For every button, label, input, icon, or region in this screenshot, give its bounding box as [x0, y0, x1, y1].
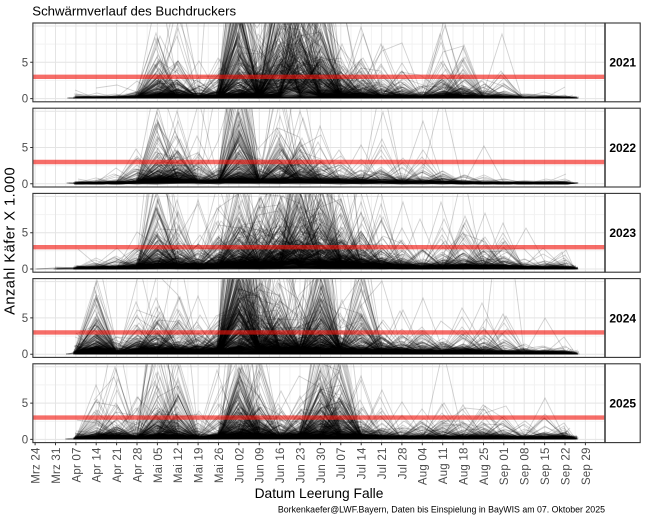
svg-text:Aug 04: Aug 04: [418, 447, 430, 485]
svg-text:Mai 26: Mai 26: [214, 447, 226, 483]
svg-text:Mai 05: Mai 05: [153, 447, 165, 483]
svg-text:Apr 21: Apr 21: [112, 447, 124, 482]
svg-text:Jul 14: Jul 14: [357, 447, 369, 479]
svg-text:Mrz 31: Mrz 31: [51, 447, 63, 483]
svg-text:5: 5: [22, 57, 29, 69]
svg-text:Mrz 24: Mrz 24: [31, 447, 43, 484]
svg-text:0: 0: [22, 434, 29, 446]
svg-text:Sep 01: Sep 01: [499, 447, 511, 485]
svg-text:Jun 23: Jun 23: [295, 447, 307, 483]
svg-text:2023: 2023: [609, 226, 636, 240]
svg-text:Aug 25: Aug 25: [479, 447, 491, 485]
svg-text:5: 5: [22, 228, 29, 240]
svg-text:Schwärmverlauf des Buchdrucker: Schwärmverlauf des Buchdruckers: [32, 3, 236, 18]
svg-text:Apr 07: Apr 07: [71, 447, 83, 482]
svg-text:Mai 19: Mai 19: [194, 447, 206, 483]
svg-text:Jun 09: Jun 09: [255, 447, 267, 483]
svg-text:Apr 14: Apr 14: [92, 447, 104, 482]
svg-text:Sep 22: Sep 22: [560, 447, 572, 485]
svg-text:Aug 11: Aug 11: [438, 447, 450, 484]
svg-text:0: 0: [22, 349, 29, 361]
svg-text:Aug 18: Aug 18: [459, 447, 471, 485]
svg-text:0: 0: [22, 94, 29, 106]
svg-text:Borkenkaefer@LWF.Bayern, Daten: Borkenkaefer@LWF.Bayern, Daten bis Einsp…: [278, 505, 605, 515]
svg-text:5: 5: [22, 143, 29, 155]
svg-text:Jun 16: Jun 16: [275, 447, 287, 483]
svg-text:Anzahl Käfer X 1.000: Anzahl Käfer X 1.000: [3, 167, 19, 315]
svg-text:Datum Leerung Falle: Datum Leerung Falle: [255, 486, 384, 501]
svg-text:2025: 2025: [609, 397, 636, 411]
svg-text:Jun 02: Jun 02: [234, 447, 246, 483]
svg-text:Mai 12: Mai 12: [173, 447, 185, 483]
svg-text:Apr 28: Apr 28: [132, 447, 144, 482]
svg-text:Sep 29: Sep 29: [581, 447, 593, 485]
svg-text:Jun 30: Jun 30: [316, 447, 328, 483]
svg-text:5: 5: [22, 313, 29, 325]
svg-text:2021: 2021: [609, 56, 636, 70]
svg-text:Jul 07: Jul 07: [336, 447, 348, 479]
svg-text:5: 5: [22, 398, 29, 410]
svg-text:2024: 2024: [609, 311, 636, 325]
svg-text:0: 0: [22, 179, 29, 191]
svg-text:0: 0: [22, 264, 29, 276]
svg-text:Sep 08: Sep 08: [520, 447, 532, 485]
svg-text:2022: 2022: [609, 141, 636, 155]
svg-text:Jul 21: Jul 21: [377, 447, 389, 479]
svg-text:Sep 15: Sep 15: [540, 447, 552, 485]
svg-text:Jul 28: Jul 28: [397, 447, 409, 479]
